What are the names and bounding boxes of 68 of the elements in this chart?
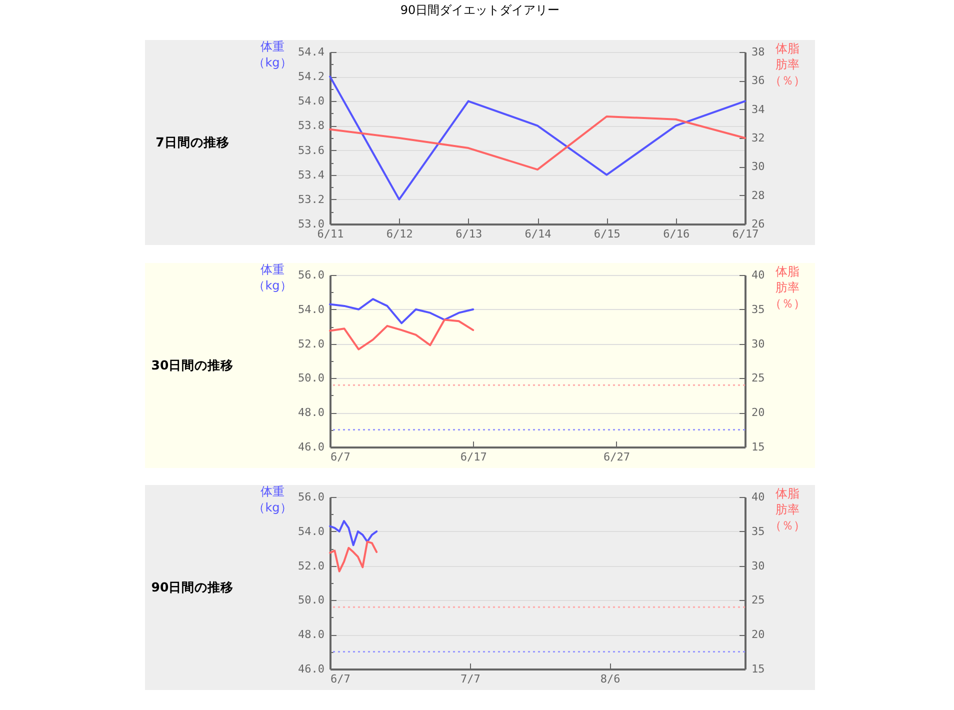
text: 30日間の推移	[151, 358, 234, 372]
line-series	[329, 318, 474, 350]
y2-tick-label: 30	[752, 559, 765, 572]
x-tick-label: 6/15	[594, 228, 620, 240]
y-tick-label: 53.4	[298, 168, 325, 182]
y-tick-label: 46.0	[298, 440, 324, 454]
y-tick-label: 48.0	[298, 628, 324, 642]
y2-tick-label: 38	[752, 46, 765, 58]
y-tick-label: 54.0	[298, 302, 324, 316]
line-series	[329, 520, 378, 546]
x-tick-label: 8/6	[600, 672, 620, 686]
line-series	[329, 540, 378, 572]
y2-tick-label: 25	[752, 372, 765, 385]
y-tick-label: 54.2	[298, 70, 324, 84]
y2-tick-label: 30	[752, 337, 765, 350]
y2-axis-title: 体脂肪率（％）	[770, 486, 806, 532]
x-tick-label: 6/16	[663, 228, 690, 240]
y-tick-label: 48.0	[298, 406, 324, 420]
text: 7日間の推移	[156, 134, 230, 150]
y-tick-label: 53.2	[298, 192, 324, 206]
y-axis-title: 体重（kg）	[253, 484, 292, 514]
y2-tick-label: 35	[752, 524, 765, 538]
x-tick-label: 6/7	[330, 672, 350, 686]
y-tick-label: 52.0	[298, 559, 324, 572]
x-tick-label: 7/7	[460, 672, 480, 686]
y-tick-label: 50.0	[298, 594, 324, 607]
line-series	[329, 116, 746, 171]
y-tick-label: 54.0	[298, 94, 324, 108]
y2-tick-label: 28	[752, 188, 765, 202]
line-series	[329, 76, 746, 200]
x-tick-label: 6/7	[330, 450, 350, 464]
y2-tick-label: 26	[752, 218, 765, 230]
y2-tick-label: 40	[752, 268, 765, 282]
y-tick-label: 53.0	[298, 218, 324, 230]
y-tick-label: 56.0	[298, 268, 324, 282]
y2-axis-title: 体脂肪率（％）	[770, 42, 806, 88]
y2-tick-label: 32	[752, 132, 765, 144]
x-tick-label: 6/17	[460, 450, 487, 464]
y-tick-label: 54.0	[298, 524, 324, 538]
y-tick-label: 54.4	[298, 46, 325, 58]
x-tick-label: 6/14	[524, 228, 552, 240]
line-series	[329, 298, 474, 324]
x-tick-label: 6/27	[603, 450, 630, 464]
y2-tick-label: 20	[752, 406, 765, 420]
x-tick-label: 6/11	[317, 228, 344, 240]
text: 90日間ダイエットダイアリー	[399, 2, 561, 19]
y2-tick-label: 36	[752, 74, 765, 88]
text: 90日間の推移	[151, 580, 234, 594]
x-tick-label: 6/13	[456, 228, 482, 240]
y-tick-label: 52.0	[298, 337, 324, 350]
y-tick-label: 56.0	[298, 490, 324, 504]
y2-tick-label: 15	[752, 662, 765, 676]
y2-tick-label: 20	[752, 628, 765, 642]
y2-tick-label: 25	[752, 594, 765, 607]
y2-axis-title: 体脂肪率（％）	[770, 264, 806, 310]
y2-tick-label: 30	[752, 160, 765, 174]
y2-tick-label: 15	[752, 440, 765, 454]
y-tick-label: 53.6	[298, 144, 324, 157]
y2-tick-label: 35	[752, 302, 765, 316]
y2-tick-label: 34	[752, 102, 766, 116]
y-axis-title: 体重（kg）	[253, 40, 292, 70]
y-tick-label: 46.0	[298, 662, 324, 676]
y2-tick-label: 40	[752, 490, 765, 504]
y-tick-label: 53.8	[298, 119, 324, 132]
y-axis-title: 体重（kg）	[253, 262, 292, 292]
y-tick-label: 50.0	[298, 372, 324, 385]
x-tick-label: 6/12	[386, 228, 413, 240]
x-tick-label: 6/17	[732, 228, 759, 240]
